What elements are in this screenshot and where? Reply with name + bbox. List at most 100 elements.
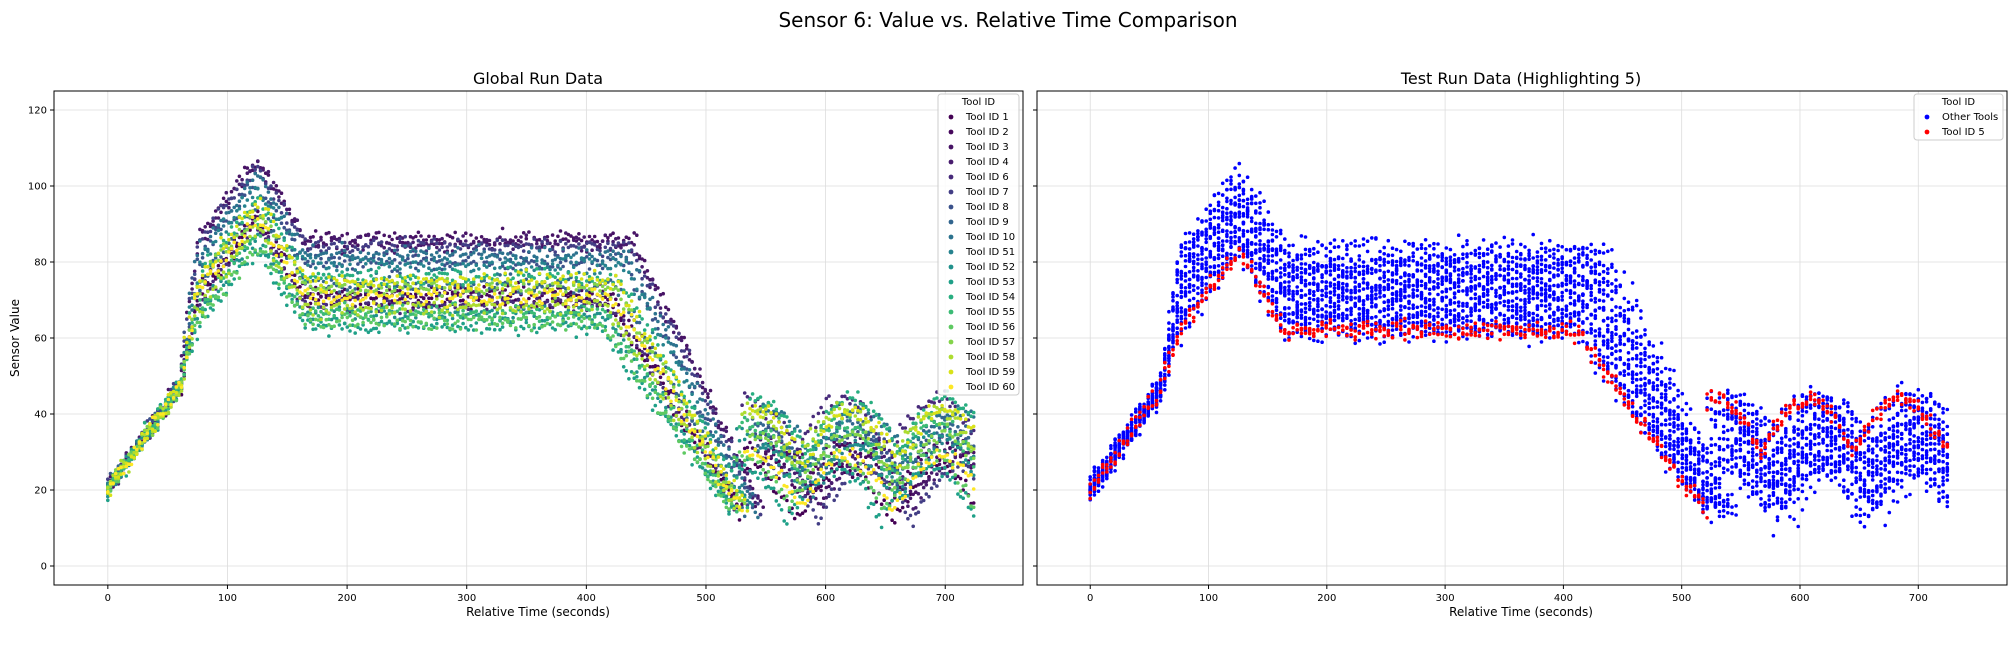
data-point bbox=[550, 320, 555, 324]
data-point bbox=[837, 462, 842, 467]
data-point bbox=[661, 381, 665, 386]
data-point bbox=[356, 243, 360, 247]
data-point bbox=[474, 236, 479, 240]
data-point bbox=[192, 272, 197, 277]
data-point bbox=[603, 309, 608, 314]
data-point bbox=[492, 312, 497, 317]
data-point bbox=[279, 201, 284, 206]
data-point bbox=[582, 304, 586, 309]
data-point bbox=[616, 244, 621, 248]
data-point bbox=[903, 443, 908, 448]
data-point bbox=[340, 270, 344, 274]
data-point bbox=[792, 429, 797, 433]
data-point bbox=[195, 337, 200, 342]
data-point bbox=[692, 384, 697, 389]
data-point bbox=[748, 495, 752, 499]
data-point bbox=[456, 262, 460, 267]
data-point bbox=[285, 211, 289, 216]
data-point bbox=[435, 326, 439, 330]
data-point bbox=[571, 291, 576, 295]
data-point bbox=[850, 471, 855, 476]
data-point bbox=[769, 454, 773, 459]
x-tick-label: 100 bbox=[218, 593, 237, 604]
data-point bbox=[621, 314, 626, 318]
data-point bbox=[600, 266, 605, 271]
data-point bbox=[448, 260, 452, 264]
data-point bbox=[614, 330, 618, 334]
y-tick-label: 0 bbox=[41, 562, 47, 573]
data-point bbox=[808, 497, 813, 501]
data-point bbox=[337, 290, 342, 294]
data-point bbox=[587, 317, 592, 321]
data-point bbox=[224, 293, 229, 297]
data-point bbox=[545, 241, 550, 246]
data-point bbox=[479, 331, 484, 335]
points-global-run bbox=[106, 159, 976, 530]
data-point bbox=[674, 335, 679, 340]
data-point bbox=[679, 335, 684, 340]
data-point bbox=[240, 257, 244, 261]
data-point bbox=[653, 311, 658, 316]
data-point bbox=[616, 251, 621, 256]
data-point bbox=[621, 322, 626, 326]
data-point bbox=[306, 239, 310, 243]
data-point bbox=[679, 367, 684, 371]
data-point bbox=[837, 426, 842, 430]
data-point bbox=[685, 346, 689, 351]
data-point bbox=[648, 382, 652, 387]
data-point bbox=[308, 255, 313, 260]
data-point bbox=[414, 253, 418, 257]
data-point bbox=[358, 250, 363, 255]
data-point bbox=[556, 271, 560, 276]
data-point bbox=[727, 512, 731, 516]
data-point bbox=[574, 335, 579, 340]
data-point bbox=[469, 291, 473, 295]
data-point bbox=[416, 230, 421, 235]
data-point bbox=[595, 302, 600, 307]
data-point bbox=[798, 472, 802, 477]
data-point bbox=[656, 286, 660, 290]
data-point bbox=[279, 191, 284, 195]
data-point bbox=[182, 330, 186, 335]
data-point bbox=[466, 307, 471, 312]
data-point bbox=[916, 455, 921, 460]
data-point bbox=[319, 261, 323, 265]
data-point bbox=[756, 421, 760, 426]
data-point bbox=[316, 271, 321, 276]
data-point bbox=[677, 439, 681, 444]
data-point bbox=[390, 248, 394, 253]
data-point bbox=[342, 240, 347, 245]
data-point bbox=[369, 320, 373, 325]
data-point bbox=[606, 333, 610, 338]
data-point bbox=[392, 322, 397, 326]
data-point bbox=[545, 321, 550, 326]
data-point bbox=[806, 490, 810, 495]
data-point bbox=[966, 411, 971, 415]
data-point bbox=[277, 205, 281, 210]
data-point bbox=[774, 479, 779, 484]
data-point bbox=[674, 434, 679, 438]
data-point bbox=[240, 182, 244, 186]
data-point bbox=[685, 409, 689, 414]
data-point bbox=[561, 247, 565, 251]
data-point bbox=[840, 442, 844, 447]
data-point bbox=[642, 379, 647, 383]
data-point bbox=[953, 400, 958, 405]
data-point bbox=[400, 323, 405, 328]
data-point bbox=[361, 248, 365, 252]
data-point bbox=[927, 478, 931, 482]
data-point bbox=[311, 243, 315, 247]
data-point bbox=[216, 216, 221, 220]
data-point bbox=[395, 264, 400, 269]
data-point bbox=[703, 454, 708, 458]
data-point bbox=[253, 248, 257, 252]
data-point bbox=[808, 456, 813, 460]
data-point bbox=[777, 416, 781, 420]
data-point bbox=[635, 338, 639, 343]
data-point bbox=[414, 246, 418, 250]
data-point bbox=[945, 471, 950, 476]
data-point bbox=[500, 325, 505, 329]
data-point bbox=[542, 266, 547, 271]
data-point bbox=[203, 261, 207, 266]
data-point bbox=[871, 502, 876, 507]
